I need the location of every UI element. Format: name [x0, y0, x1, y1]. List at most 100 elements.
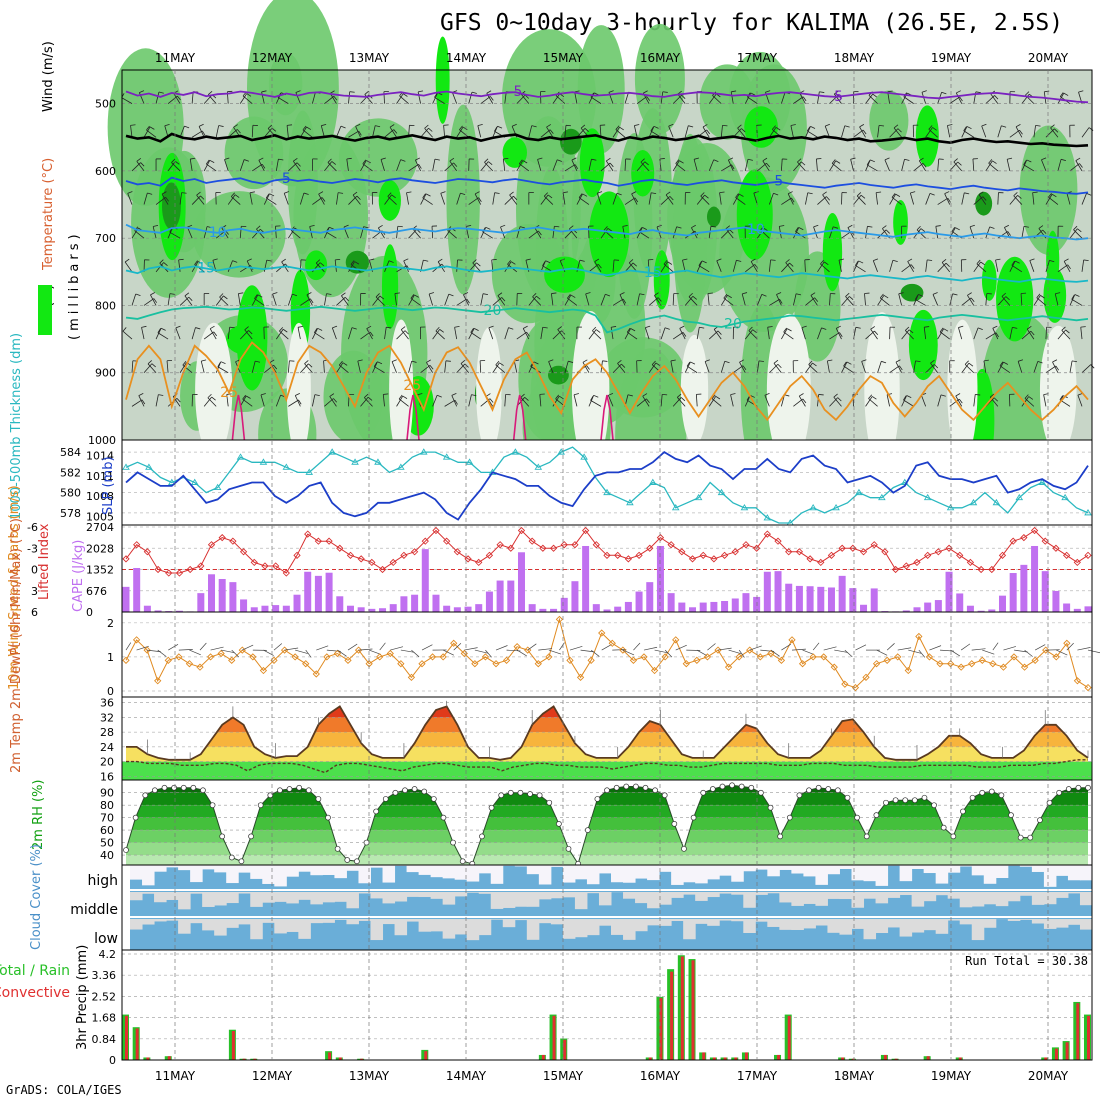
rh-contour-moist — [446, 104, 480, 295]
wind-barb-flag — [454, 326, 460, 328]
wind-speed-point — [894, 653, 902, 661]
wind-barb-flag — [194, 260, 198, 265]
wind-barb — [251, 360, 256, 373]
lifted-index-point — [239, 548, 248, 556]
lifted-index-point — [421, 537, 429, 545]
wind-barb-flag — [915, 360, 921, 363]
wind-barb — [420, 193, 427, 205]
wind-barb-flag — [559, 395, 564, 400]
wind-barb-flag — [308, 363, 313, 368]
cloud-gap — [550, 892, 564, 899]
wind-barb — [348, 91, 351, 104]
surface-wind-barb — [1024, 649, 1033, 657]
surface-wind-barb — [189, 649, 201, 656]
wind-barb-flag — [681, 94, 686, 99]
wind-barb — [868, 95, 878, 104]
wind-barb-flag — [332, 325, 338, 329]
wind-barb-flag — [1014, 260, 1020, 264]
cloud-gap — [250, 892, 263, 907]
wind-barb-flag — [882, 225, 887, 229]
precip-convective-bar — [552, 1015, 556, 1060]
cape-bar — [827, 587, 835, 612]
wind-barb-flag — [378, 224, 383, 229]
date-label-top: 20MAY — [1028, 51, 1069, 65]
wind-barb-flag — [513, 195, 518, 201]
wind-barb-flag — [920, 228, 926, 232]
wind-barb — [925, 259, 928, 272]
wind-barb — [1041, 159, 1047, 172]
wind-barb-flag — [895, 359, 901, 363]
wind-barb — [231, 196, 241, 205]
isotherm-0 — [125, 132, 1089, 148]
wind-barb-flag — [910, 264, 915, 269]
wind-barb-flag — [826, 196, 831, 201]
wind-barb-flag — [777, 363, 782, 369]
cape-bar — [785, 583, 793, 612]
wind-barb — [865, 226, 868, 239]
rh-point — [738, 783, 745, 790]
cape-bar — [325, 572, 333, 612]
wind-barb-flag — [321, 124, 327, 127]
wind-barb — [403, 260, 409, 272]
surface-wind-barb — [1034, 644, 1046, 651]
precip-label-group: 3hr Precip (mm) — [75, 945, 90, 1050]
wind-speed-point — [598, 629, 606, 637]
wind-barb-flag — [982, 196, 987, 201]
cloud-gap — [382, 865, 396, 883]
cloud-gap — [731, 892, 744, 895]
rh-point — [661, 792, 668, 799]
wind-barb — [396, 395, 404, 407]
lifted-index-point — [304, 530, 312, 538]
wind-barb-flag — [471, 394, 477, 397]
wind-barb-flag — [364, 90, 369, 95]
wind-speed-point — [143, 646, 151, 654]
wind-barb-flag — [201, 130, 206, 136]
temp-tick: 16 — [100, 770, 114, 783]
cloud-gap — [719, 892, 732, 894]
wind-barb — [660, 327, 666, 340]
wind-barb-flag — [639, 293, 645, 296]
precip-legend-convective: Convective — [0, 985, 70, 1001]
wind-barb — [773, 363, 782, 373]
rh-point — [402, 787, 408, 794]
wind-barb-flag — [414, 294, 419, 298]
rh-tick: 80 — [100, 799, 114, 812]
wind-speed-point — [946, 660, 955, 668]
wind-barb-flag — [770, 259, 776, 261]
wind-barb-flag — [201, 359, 207, 362]
cloud-gap — [671, 892, 684, 898]
precip-tick: 2.52 — [92, 990, 117, 1003]
rh-point — [363, 839, 370, 846]
wind-barb-flag — [887, 90, 893, 93]
wind-barb-flag — [429, 365, 434, 370]
wind-barb-flag — [318, 191, 324, 195]
wind-barb-flag — [634, 197, 639, 203]
wind-barb — [444, 399, 456, 407]
wind-barb-flag — [510, 261, 516, 265]
wind-barb — [299, 192, 305, 205]
wind-barb-flag — [642, 227, 647, 230]
wind-barb — [504, 261, 512, 273]
surface-wind-barb — [464, 647, 478, 651]
wind-barb-flag — [375, 293, 380, 298]
wind-barb — [408, 294, 415, 306]
wind-barb — [432, 395, 438, 407]
cloud-gap — [358, 919, 371, 921]
wind-barb — [949, 398, 960, 407]
wind-barb-flag — [229, 326, 235, 329]
wind-barb-flag — [362, 159, 367, 165]
precip-convective-bar — [851, 1058, 855, 1060]
wind-barb-flag — [737, 124, 742, 129]
wind-barb-flag — [858, 260, 864, 264]
wind-barb-flag — [870, 159, 875, 163]
rh-point — [1037, 817, 1043, 823]
cloud-gap — [214, 865, 227, 873]
wind-barb — [331, 327, 337, 340]
wind-barb-flag — [175, 325, 181, 329]
wind-barb-flag — [710, 225, 716, 228]
rh-point — [796, 792, 803, 799]
rh-point — [498, 792, 505, 799]
cloud-gap — [731, 919, 744, 922]
wind-barb-flag — [651, 192, 657, 194]
wind-barb — [366, 328, 373, 340]
